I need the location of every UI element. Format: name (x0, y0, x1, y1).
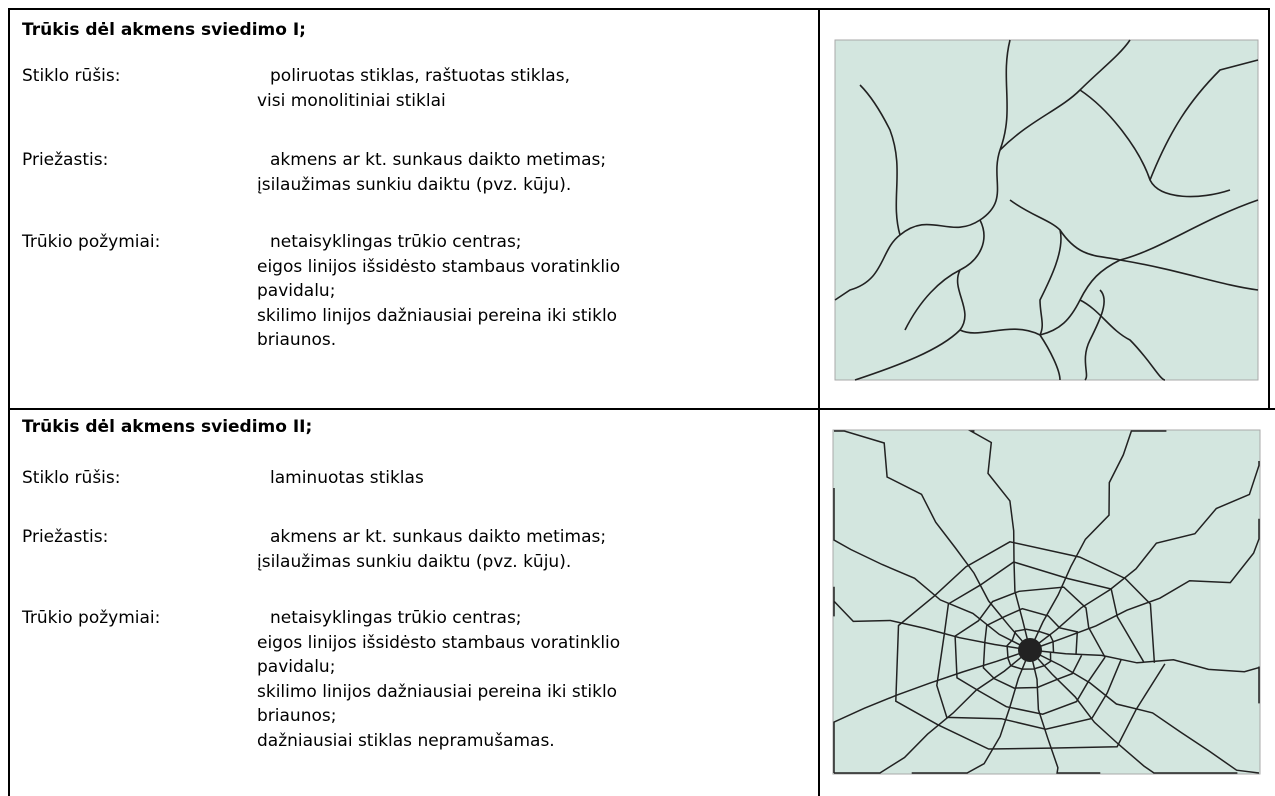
field-value: akmens ar kt. sunkaus daikto metimas; (270, 527, 607, 547)
field-value: netaisyklingas trūkio centras; (270, 608, 522, 628)
field-value: pavidalu; (257, 281, 336, 302)
glass (832, 429, 1261, 775)
glass-image-1 (834, 39, 1259, 381)
crack (911, 649, 1031, 774)
crack (1029, 649, 1238, 774)
field-value: briaunos. (257, 330, 337, 351)
cracks (834, 39, 1259, 381)
crack (834, 649, 1031, 774)
title: Trūkis dėl akmens sviedimo I; (22, 20, 306, 40)
crack (1029, 649, 1260, 704)
field-value: pavidalu; (257, 657, 336, 678)
crack (833, 586, 1031, 651)
border (8, 408, 1275, 410)
field-value: visi monolitiniai stiklai (257, 90, 446, 111)
field-value: skilimo linijos dažniausiai pereina iki … (257, 305, 618, 326)
border (818, 8, 820, 796)
field-label: Stiklo rūšis: (22, 66, 121, 86)
crack (833, 649, 1031, 773)
field-value: netaisyklingas trūkio centras; (270, 232, 522, 252)
glass-image-2 (832, 429, 1261, 775)
field-value: briaunos; (257, 706, 337, 727)
crack (1029, 518, 1260, 651)
impact-center (1018, 638, 1042, 662)
crack (954, 586, 1106, 715)
field-label: Trūkio požymiai: (22, 608, 161, 628)
crack (1006, 628, 1055, 670)
border (8, 8, 10, 796)
border (1268, 8, 1270, 410)
field-label: Stiklo rūšis: (22, 468, 121, 488)
crack (967, 430, 1031, 651)
glass (834, 39, 1259, 381)
crack (834, 430, 1031, 651)
cracks (833, 430, 1260, 774)
crack (982, 607, 1083, 689)
field-label: Priežastis: (22, 527, 109, 547)
crack (1029, 649, 1101, 774)
field-label: Priežastis: (22, 150, 109, 170)
field-label: Trūkio požymiai: (22, 232, 161, 252)
field-value: dažniausiai stiklas nepramušamas. (257, 731, 555, 751)
crack (833, 488, 1031, 651)
field-value: eigos linijos išsidėsto stambaus voratin… (257, 632, 621, 653)
crack (1029, 649, 1260, 774)
field-value: poliruotas stiklas, raštuotas stiklas, (270, 66, 570, 86)
title: Trūkis dėl akmens sviedimo II; (22, 417, 313, 437)
field-value: skilimo linijos dažniausiai pereina iki … (257, 681, 618, 702)
crack (1029, 430, 1167, 651)
field-value: eigos linijos išsidėsto stambaus voratin… (257, 256, 621, 277)
field-value: įsilaužimas sunkiu daiktu (pvz. kūju). (257, 551, 572, 572)
field-value: laminuotas stiklas (270, 468, 424, 488)
crack (936, 561, 1145, 730)
crack (1029, 461, 1260, 651)
crack (895, 541, 1166, 750)
field-value: įsilaužimas sunkiu daiktu (pvz. kūju). (257, 174, 572, 195)
field-value: akmens ar kt. sunkaus daikto metimas; (270, 150, 607, 170)
border (8, 8, 1270, 10)
